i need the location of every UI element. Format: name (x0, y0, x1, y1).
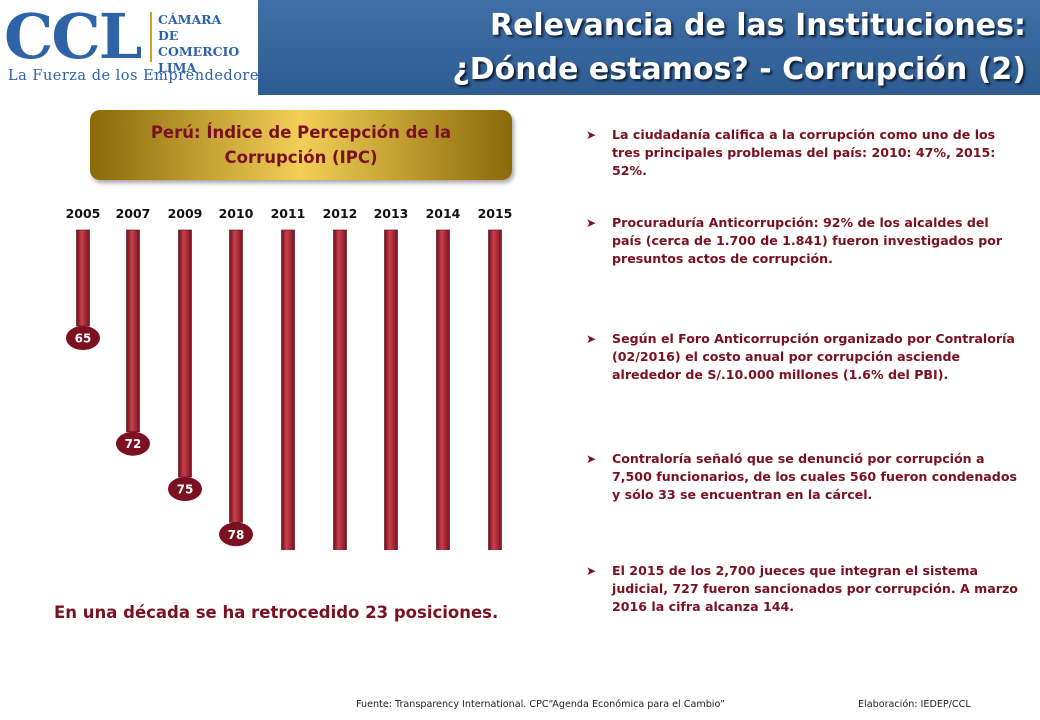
bullet-item: ➤ La ciudadanía califica a la corrupción… (586, 126, 1018, 180)
year-tick-label: 2015 (478, 206, 513, 221)
bar (488, 229, 502, 550)
arrow-bullet-icon: ➤ (586, 216, 597, 230)
ccl-logo: CCL CÁMARA DE COMERCIO LIMA La Fuerza de… (0, 0, 258, 95)
value-label: 78 (228, 528, 245, 542)
bar (436, 229, 450, 550)
logo-line-3: LIMA (158, 60, 197, 75)
bullet-text: Procuraduría Anticorrupción: 92% de los … (612, 215, 1003, 266)
ipc-bar-chart: 2005652007722009752010782011802012832013… (66, 206, 513, 550)
value-label-bubble (66, 326, 100, 350)
bar (178, 229, 192, 478)
value-label-bubble (219, 522, 253, 547)
value-label: 75 (177, 483, 194, 497)
bullet-text: La ciudadanía califica a la corrupción c… (612, 127, 996, 178)
bar (126, 229, 140, 432)
year-tick-label: 2009 (168, 206, 203, 221)
arrow-bullet-icon: ➤ (586, 452, 597, 466)
bullet-text: El 2015 de los 2,700 jueces que integran… (612, 563, 1018, 614)
logo-name: CÁMARA DE COMERCIO LIMA (158, 12, 258, 76)
source-note: Fuente: Transparency International. CPC“… (356, 699, 725, 710)
slide-title-line-1: Relevancia de las Instituciones: (489, 8, 1026, 43)
bullet-item: ➤ Procuraduría Anticorrupción: 92% de lo… (586, 214, 1018, 268)
year-tick-label: 2013 (374, 206, 409, 221)
logo-line-2: DE COMERCIO (158, 28, 240, 59)
chart-title-line-2: Corrupción (IPC) (224, 148, 378, 167)
header-bar: CCL CÁMARA DE COMERCIO LIMA La Fuerza de… (0, 0, 1040, 95)
year-tick-label: 2012 (323, 206, 358, 221)
arrow-bullet-icon: ➤ (586, 332, 597, 346)
chart-title: Perú: Índice de Percepción de la Corrupc… (121, 120, 481, 170)
bar (76, 229, 90, 327)
bar (229, 229, 243, 523)
slide-title: Relevancia de las Instituciones: ¿Dónde … (452, 4, 1026, 92)
logo-line-1: CÁMARA (158, 12, 222, 27)
slide-title-line-2: ¿Dónde estamos? - Corrupción (2) (452, 52, 1026, 87)
chart-title-banner: Perú: Índice de Percepción de la Corrupc… (90, 110, 512, 180)
bullet-text: Contraloría señaló que se denunció por c… (612, 451, 1017, 502)
logo-acronym: CCL (4, 0, 142, 73)
bullet-item: ➤ Según el Foro Anticorrupción organizad… (586, 330, 1018, 384)
value-label-bubble (116, 431, 150, 456)
elaboration-note: Elaboración: IEDEP/CCL (858, 699, 971, 710)
bullet-item: ➤ Contraloría señaló que se denunció por… (586, 450, 1018, 504)
bullet-text: Según el Foro Anticorrupción organizado … (612, 331, 1015, 382)
logo-divider (150, 12, 152, 62)
year-tick-label: 2010 (219, 206, 254, 221)
value-label: 72 (125, 437, 142, 451)
chart-title-line-1: Perú: Índice de Percepción de la (150, 123, 452, 142)
year-tick-label: 2005 (66, 206, 101, 221)
arrow-bullet-icon: ➤ (586, 128, 597, 142)
bar (281, 229, 295, 550)
chart-summary: En una década se ha retrocedido 23 posic… (54, 603, 499, 622)
year-tick-label: 2011 (271, 206, 306, 221)
bar (333, 229, 347, 550)
logo-tagline: La Fuerza de los Emprendedores (8, 68, 258, 84)
arrow-bullet-icon: ➤ (586, 564, 597, 578)
value-label-bubble (168, 477, 202, 501)
value-label: 65 (75, 332, 92, 346)
bullet-item: ➤ El 2015 de los 2,700 jueces que integr… (586, 562, 1018, 616)
year-tick-label: 2014 (426, 206, 461, 221)
year-tick-label: 2007 (116, 206, 151, 221)
bar (384, 229, 398, 550)
